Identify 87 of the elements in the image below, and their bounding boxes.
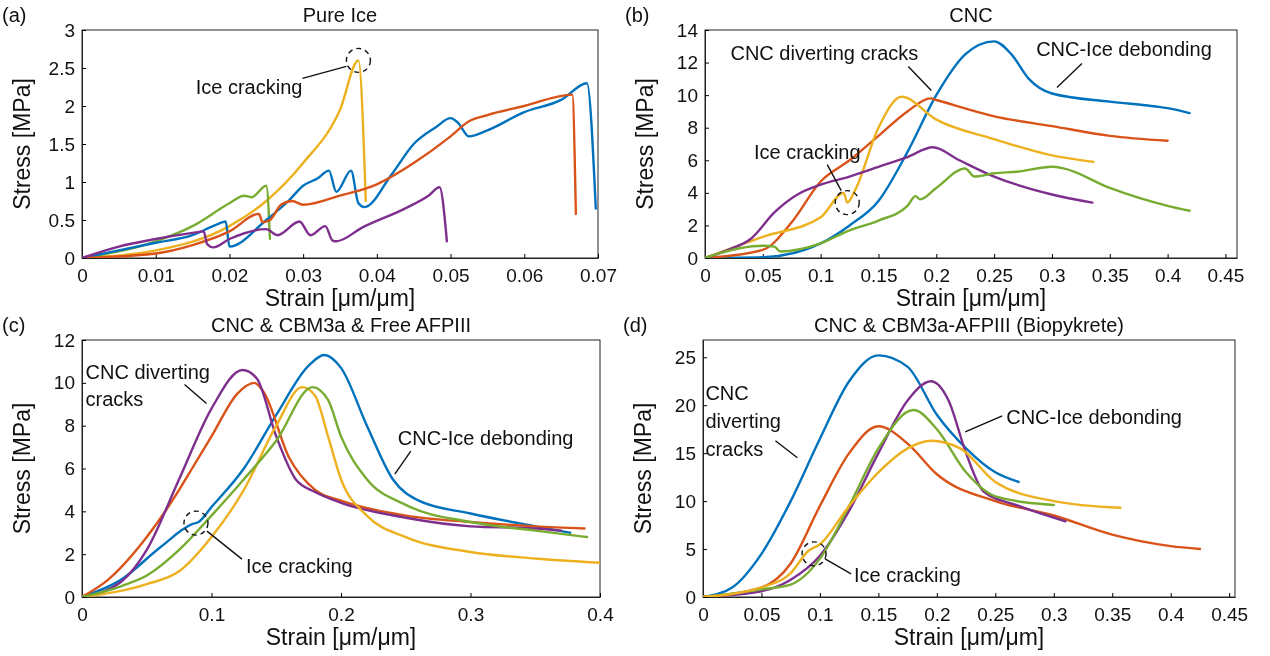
x-axis-title: Strain [μm/μm] — [895, 285, 1047, 311]
text: (d) — [623, 314, 648, 336]
y-tick-label: 10 — [674, 490, 696, 512]
y-tick-label: 8 — [687, 117, 698, 139]
line-series — [705, 95, 1095, 258]
annotation: CNC diverting cracks — [705, 381, 781, 460]
x-tick-label: 0.15 — [860, 604, 898, 626]
y-tick-label: 6 — [687, 149, 698, 171]
y-tick-label: 2 — [687, 215, 698, 237]
annotation: Ice cracking — [753, 140, 861, 163]
annotation: CNC diverting cracks — [730, 42, 919, 65]
x-tick-label: 0.2 — [328, 604, 355, 626]
y-axis-title: Stress [MPa] — [632, 78, 658, 210]
x-tick-label: 0.05 — [743, 604, 781, 626]
y-tick-label: 1.5 — [48, 133, 75, 155]
x-axis-title: Strain [μm/μm] — [264, 285, 416, 311]
y-tick-label: 4 — [64, 500, 76, 522]
line-series — [703, 439, 1122, 597]
y-tick-label: 1 — [64, 171, 75, 193]
x-tick-label: 0.04 — [358, 265, 397, 287]
x-tick-label: 0.1 — [198, 604, 226, 626]
x-axis-title: Strain [μm/μm] — [265, 624, 417, 650]
y-tick-label: 15 — [674, 442, 696, 464]
annotation: CNC-Ice debonding — [397, 427, 574, 450]
y-tick-label: 25 — [674, 346, 696, 368]
y-tick-label: 10 — [53, 372, 75, 394]
x-axis-title: Strain [μm/μm] — [893, 624, 1045, 650]
chart-title: CNC — [949, 4, 993, 26]
chart-title: Pure Ice — [302, 4, 378, 26]
text: (a) — [2, 4, 27, 26]
y-tick-label: 6 — [64, 458, 75, 480]
annotation: CNC-Ice debonding — [1036, 37, 1212, 60]
chart-title: CNC & CBM3a & Free AFPIII — [210, 314, 472, 336]
y-tick-label: 8 — [64, 415, 75, 437]
y-tick-label: 0 — [687, 247, 698, 269]
x-tick-label: 0.05 — [744, 265, 782, 287]
x-tick-label: 0.2 — [923, 265, 951, 287]
y-tick-label: 14 — [676, 19, 699, 41]
x-tick-label: 0.45 — [1211, 604, 1249, 626]
annotation: Ice cracking — [195, 76, 303, 99]
x-tick-label: 0.4 — [1157, 604, 1185, 626]
y-tick-label: 5 — [685, 538, 696, 560]
x-tick-label: 0.25 — [977, 604, 1015, 626]
y-tick-label: 12 — [676, 52, 698, 74]
x-tick-label: 0.06 — [506, 265, 544, 287]
x-tick-label: 0.45 — [1207, 265, 1245, 287]
x-tick-label: 0.25 — [976, 265, 1014, 287]
y-axis-title: Stress [MPa] — [9, 402, 35, 535]
y-tick-label: 2.5 — [48, 57, 75, 79]
annotation: Ice cracking — [245, 555, 353, 578]
text: (b) — [625, 4, 650, 26]
line-series — [82, 186, 449, 258]
x-tick-label: 0.03 — [285, 265, 323, 287]
y-tick-label: 2 — [64, 543, 75, 565]
x-tick-label: 0.1 — [807, 265, 835, 287]
y-tick-label: 12 — [53, 329, 75, 351]
y-tick-label: 20 — [674, 394, 696, 416]
chart-title: CNC & CBM3a-AFPIII (Biopykrete) — [813, 314, 1125, 336]
y-tick-label: 3 — [64, 19, 75, 41]
line-series — [705, 165, 1191, 258]
y-tick-label: 0 — [64, 247, 75, 269]
x-tick-label: 0.3 — [1039, 265, 1066, 287]
y-tick-label: 0.5 — [48, 209, 75, 231]
x-tick-label: 0.4 — [587, 604, 615, 626]
x-tick-label: 0.35 — [1094, 604, 1132, 626]
x-tick-label: 0.01 — [137, 265, 175, 287]
y-tick-label: 0 — [685, 586, 696, 608]
annotation: Ice cracking — [854, 563, 961, 586]
x-tick-label: 0.15 — [860, 265, 898, 287]
x-tick-label: 0.2 — [924, 604, 951, 626]
x-tick-label: 0.3 — [1041, 604, 1068, 626]
x-tick-label: 0.3 — [457, 604, 485, 626]
x-tick-label: 0.05 — [432, 265, 470, 287]
y-tick-label: 0 — [64, 586, 75, 608]
x-tick-label: 0.02 — [211, 265, 249, 287]
x-tick-label: 0.4 — [1154, 265, 1182, 287]
annotation: CNC-Ice debonding — [1006, 405, 1182, 428]
y-tick-label: 4 — [687, 182, 699, 204]
y-axis-title: Stress [MPa] — [630, 402, 656, 535]
y-axis-title: Stress [MPa] — [9, 78, 35, 210]
x-tick-label: 0.1 — [807, 604, 834, 626]
y-tick-label: 10 — [676, 84, 698, 106]
annotation: CNC diverting cracks — [85, 360, 210, 410]
x-tick-label: 0.07 — [580, 265, 617, 287]
x-tick-label: 0.35 — [1091, 265, 1129, 287]
y-tick-label: 2 — [64, 95, 75, 117]
text: (c) — [2, 314, 26, 336]
